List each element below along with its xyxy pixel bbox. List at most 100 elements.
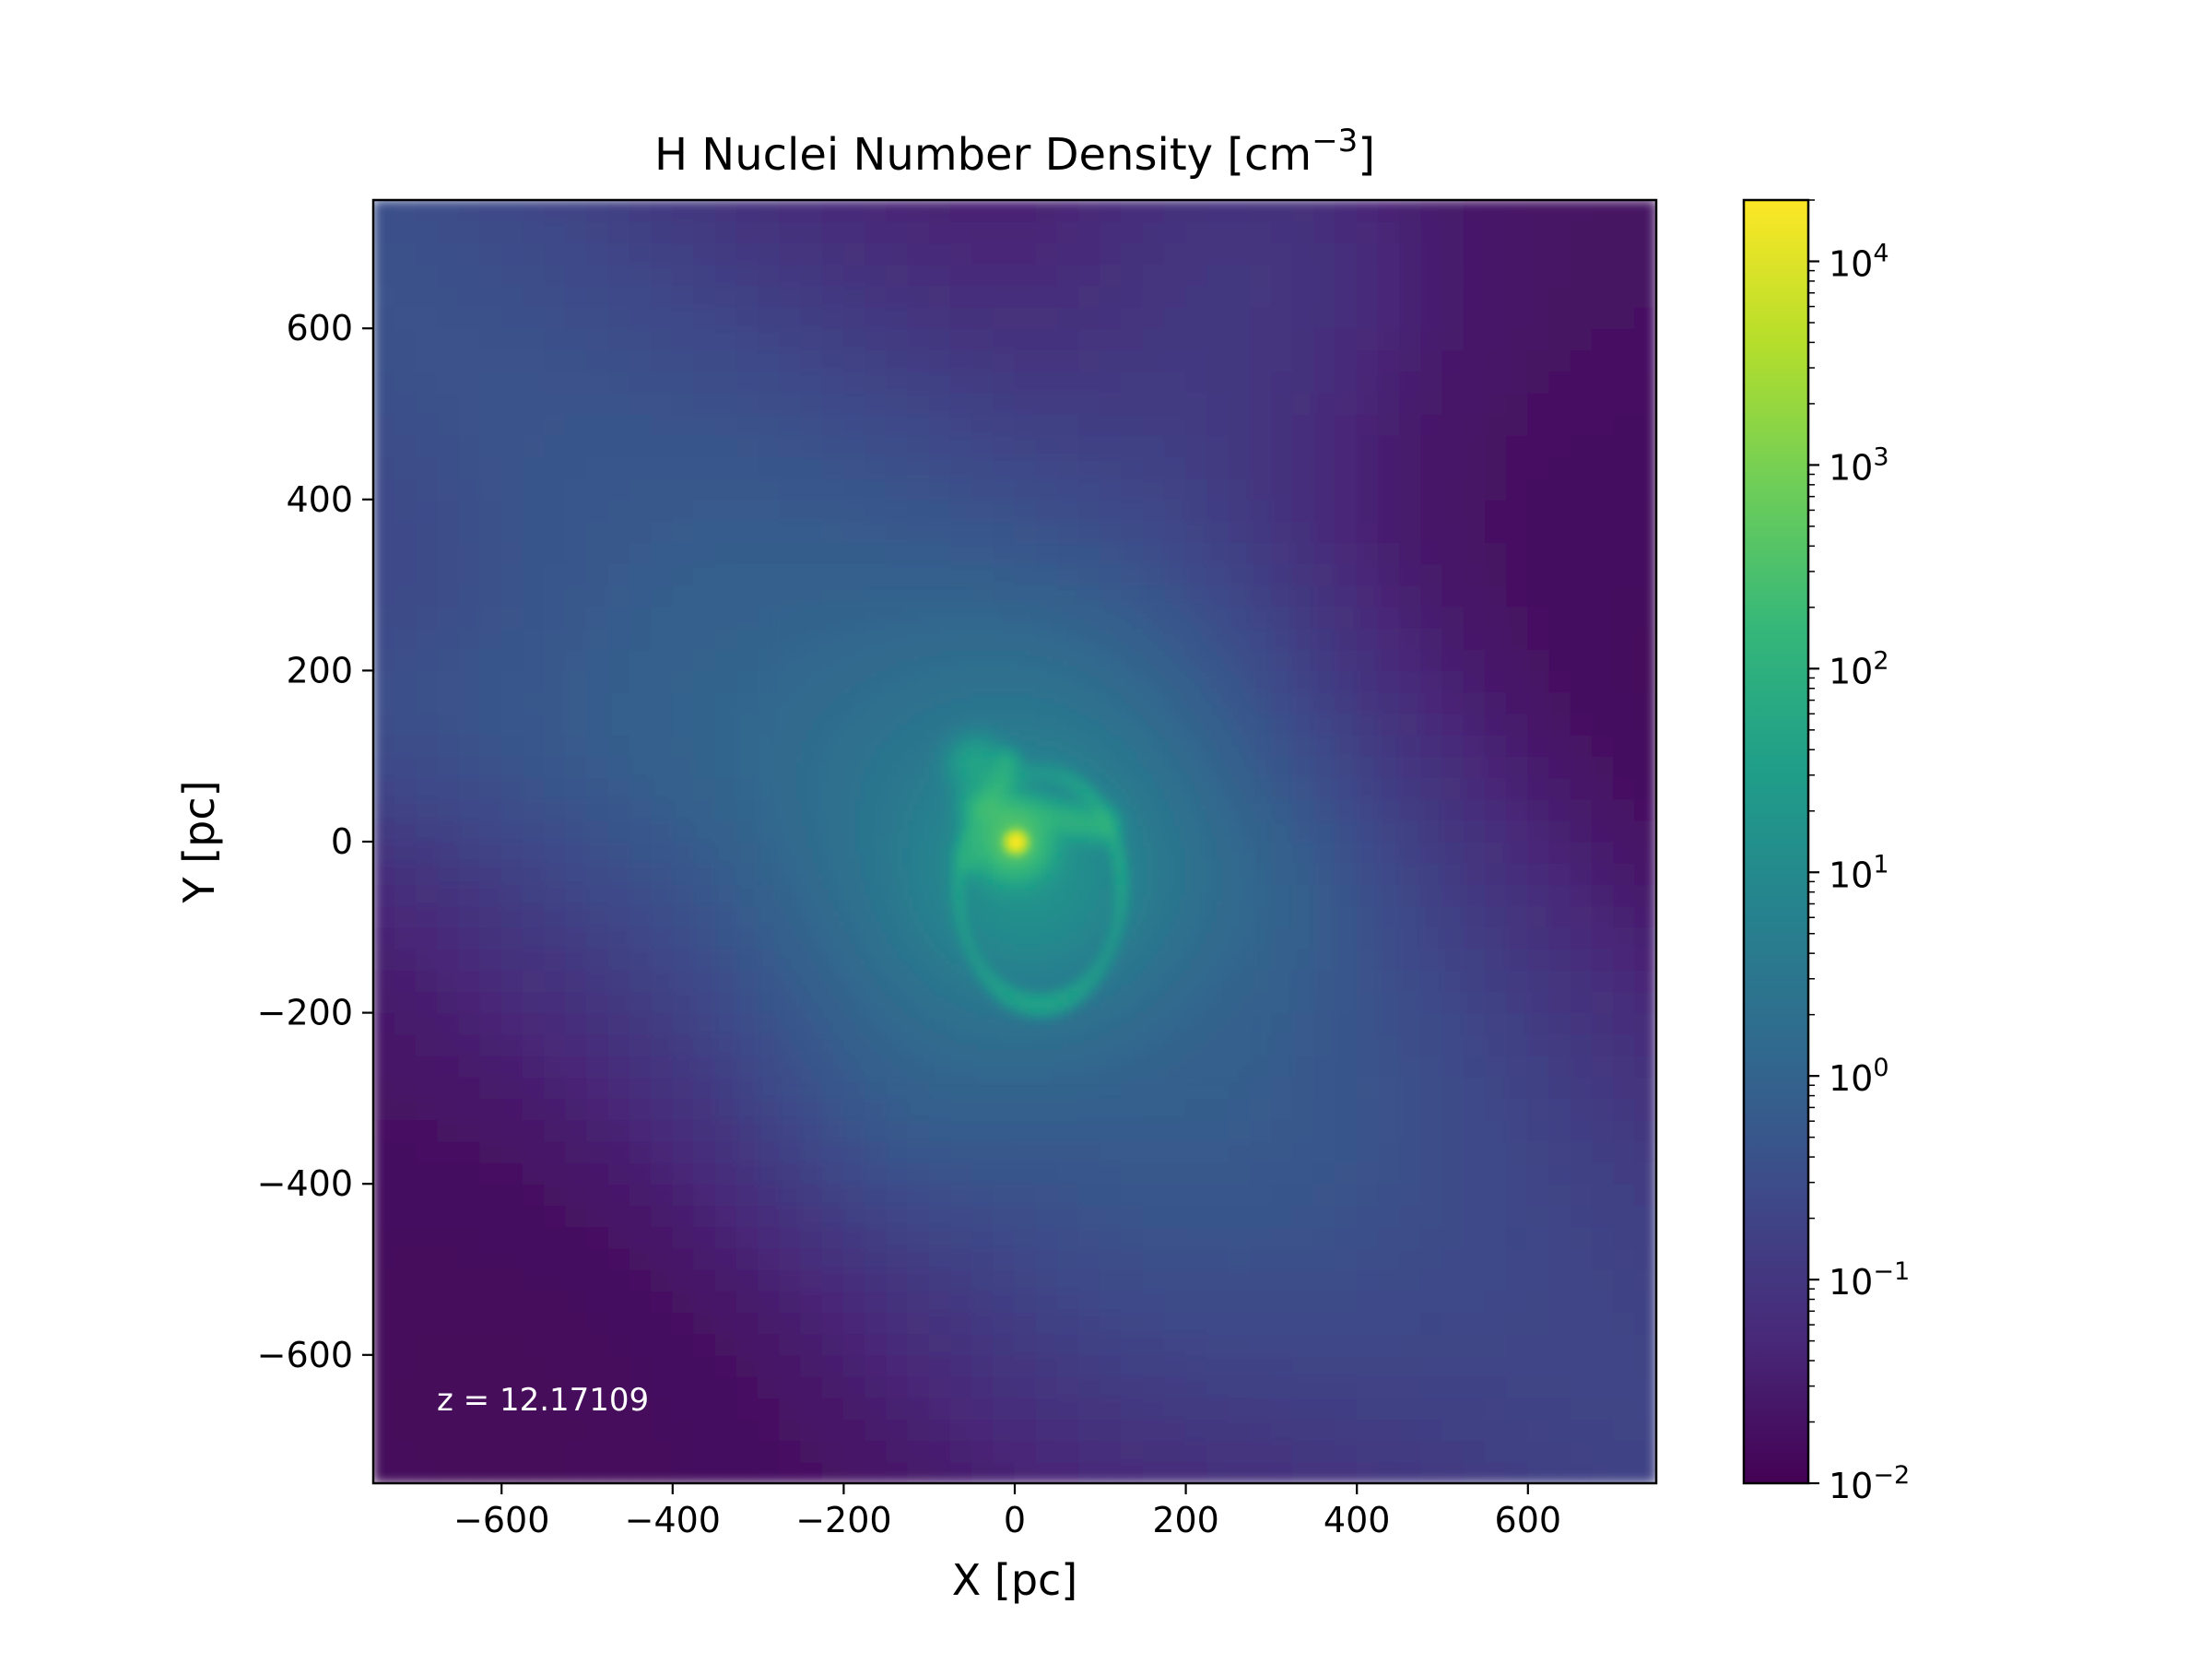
heat-cell <box>1270 1012 1294 1035</box>
heat-cell <box>1570 883 1594 907</box>
heat-cell <box>801 862 808 869</box>
heat-cell <box>812 756 818 762</box>
heat-cell <box>971 1247 994 1270</box>
heat-cell <box>1506 862 1529 886</box>
heat-cell <box>849 676 856 683</box>
heat-cell <box>907 478 930 501</box>
heat-cell <box>1420 1162 1443 1185</box>
heat-cell <box>629 1162 653 1185</box>
heat-cell <box>1142 1375 1166 1398</box>
heat-cell <box>522 285 546 308</box>
heat-cell <box>693 1397 716 1421</box>
heat-cell <box>949 371 973 394</box>
heat-cell <box>1206 1268 1230 1291</box>
heat-cell <box>1463 1183 1487 1207</box>
heat-cell <box>1441 1140 1465 1163</box>
heat-cell <box>849 655 856 662</box>
heat-cell <box>1548 220 1571 244</box>
heat-cell <box>779 541 802 565</box>
heat-cell <box>1548 1375 1571 1398</box>
heat-cell <box>1206 478 1230 501</box>
heat-cell <box>993 478 1016 501</box>
heat-cell <box>1527 264 1550 287</box>
heat-cell <box>586 862 609 886</box>
heat-cell <box>822 804 830 810</box>
heat-cell <box>373 1097 395 1121</box>
heat-cell <box>801 718 808 725</box>
heat-cell <box>801 958 808 965</box>
heat-cell <box>833 724 840 731</box>
heat-cell <box>758 1418 781 1442</box>
heat-cell <box>1377 713 1401 736</box>
heat-cell <box>1292 455 1315 479</box>
heat-cell <box>1356 1183 1380 1207</box>
heat-cell <box>458 285 481 308</box>
heat-cell <box>828 1000 835 1008</box>
heat-cell <box>817 996 824 1002</box>
heat-cell <box>1185 348 1208 372</box>
heat-cell <box>714 327 738 351</box>
heat-cell <box>779 1440 802 1463</box>
heat-cell <box>1121 499 1144 522</box>
heat-cell <box>801 835 808 843</box>
heat-cell <box>1121 520 1144 543</box>
heat-cell <box>1292 926 1315 949</box>
heat-cell <box>780 697 787 704</box>
heat-cell <box>1313 285 1336 308</box>
heat-cell <box>795 772 803 779</box>
heat-cell <box>565 1268 588 1291</box>
heat-cell <box>714 755 738 779</box>
heat-cell <box>817 804 824 810</box>
heat-cell <box>1292 1375 1315 1398</box>
heat-cell <box>629 371 653 394</box>
heat-cell <box>780 676 787 683</box>
heat-cell <box>1463 713 1487 736</box>
heat-cell <box>843 814 851 821</box>
heat-cell <box>839 856 845 864</box>
heat-cell <box>801 777 808 784</box>
heat-cell <box>1463 905 1487 928</box>
heat-cell <box>774 1011 782 1019</box>
heat-cell <box>833 879 840 885</box>
heat-cell <box>415 1440 439 1463</box>
heat-cell <box>993 1204 1016 1228</box>
heat-cell <box>394 520 418 543</box>
heat-cell <box>821 348 845 372</box>
heat-cell <box>1185 285 1208 308</box>
heat-cell <box>586 413 609 436</box>
heat-cell <box>806 666 814 672</box>
heat-cell <box>1185 413 1208 436</box>
heat-cell <box>373 584 395 607</box>
heat-cell <box>1527 478 1550 501</box>
heat-cell <box>993 1183 1016 1207</box>
heat-cell <box>1100 200 1123 222</box>
heat-cell <box>1441 669 1465 693</box>
heat-cell <box>693 1140 716 1163</box>
heat-cell <box>949 434 973 458</box>
heat-cell <box>1591 798 1615 821</box>
heat-cell <box>817 889 824 896</box>
heat-cell <box>437 348 460 372</box>
heat-cell <box>693 862 716 886</box>
heat-cell <box>458 841 481 864</box>
heat-cell <box>1014 1204 1037 1228</box>
heat-cell <box>522 1033 546 1056</box>
heat-cell <box>839 601 845 608</box>
heat-cell <box>500 200 524 222</box>
heat-cell <box>849 985 856 992</box>
heat-cell <box>1484 734 1508 757</box>
heat-cell <box>1399 883 1422 907</box>
heat-cell <box>828 948 835 954</box>
heat-cell <box>806 766 814 773</box>
heat-cell <box>779 499 802 522</box>
heat-cell <box>1591 1162 1615 1185</box>
heat-cell <box>806 633 814 641</box>
heat-cell <box>458 1119 481 1142</box>
heat-cell <box>828 750 835 758</box>
heat-cell <box>1420 1076 1443 1100</box>
heat-cell <box>714 1440 738 1463</box>
heat-cell <box>629 1247 653 1270</box>
heat-cell <box>1463 413 1487 436</box>
heat-cell <box>812 894 818 902</box>
heat-cell <box>801 1044 808 1050</box>
